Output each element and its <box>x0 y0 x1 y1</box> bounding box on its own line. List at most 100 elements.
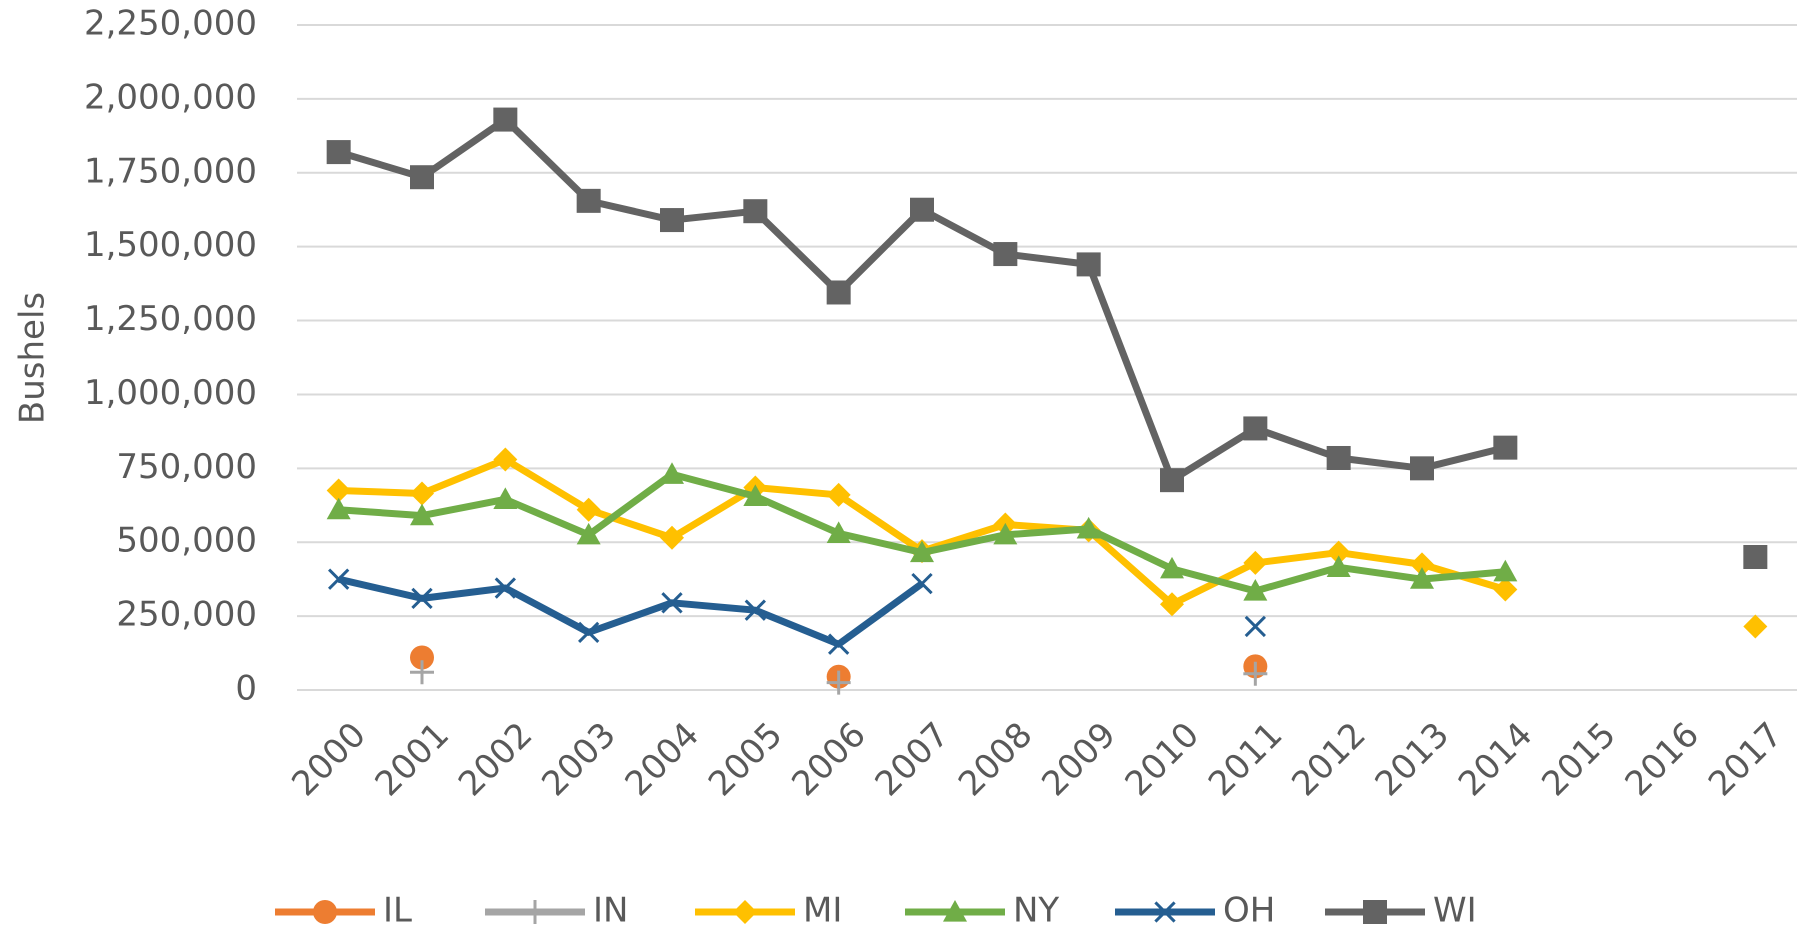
series <box>328 568 1266 655</box>
marker <box>494 577 516 599</box>
marker <box>1243 661 1268 686</box>
x-tick-label: 2002 <box>451 715 540 804</box>
marker <box>1243 550 1268 575</box>
x-tick-label: 2007 <box>868 715 957 804</box>
marker <box>943 900 967 922</box>
y-tick-label: 1,000,000 <box>84 373 257 413</box>
legend-label: IN <box>593 891 628 931</box>
marker <box>1244 615 1266 638</box>
marker <box>410 645 434 670</box>
marker <box>410 660 434 685</box>
y-tick-label: 500,000 <box>116 521 257 561</box>
x-tick-label: 2011 <box>1201 715 1290 804</box>
marker <box>993 522 1018 545</box>
marker <box>826 482 851 507</box>
marker <box>1243 416 1268 441</box>
marker <box>1493 559 1518 582</box>
x-tick-label: 2001 <box>368 715 457 804</box>
x-tick-label: 2013 <box>1368 715 1457 804</box>
marker <box>410 165 434 190</box>
y-tick-label: 0 <box>235 669 257 709</box>
marker <box>1326 540 1351 565</box>
marker <box>911 572 933 595</box>
marker <box>743 199 768 224</box>
marker <box>1154 901 1176 923</box>
marker <box>660 462 684 484</box>
marker <box>1076 516 1101 539</box>
marker <box>1493 577 1518 602</box>
legend-label: IL <box>383 891 412 931</box>
legend-label: WI <box>1433 891 1477 931</box>
marker <box>410 503 434 526</box>
marker <box>660 525 684 550</box>
marker <box>576 522 601 545</box>
y-tick-label: 2,250,000 <box>84 4 257 44</box>
marker <box>576 188 601 213</box>
marker <box>743 484 768 507</box>
marker <box>826 280 851 305</box>
marker <box>826 670 851 695</box>
y-tick-label: 1,250,000 <box>84 299 257 339</box>
x-tick-label: 2004 <box>618 715 707 804</box>
x-tick-label: 2008 <box>951 715 1040 804</box>
marker <box>910 197 934 222</box>
marker <box>661 592 683 614</box>
x-tick-label: 2017 <box>1701 715 1790 804</box>
marker <box>410 481 434 506</box>
marker <box>1363 900 1387 924</box>
marker <box>1160 592 1184 617</box>
x-tick-label: 2012 <box>1284 715 1373 804</box>
marker <box>1743 545 1768 569</box>
marker <box>313 900 337 924</box>
marker <box>328 568 350 590</box>
marker <box>411 587 433 610</box>
marker <box>1160 468 1184 493</box>
series-line <box>339 120 1756 557</box>
y-tick-label: 1,750,000 <box>84 151 257 191</box>
marker <box>1326 555 1351 577</box>
marker <box>826 521 851 543</box>
marker <box>1243 578 1268 601</box>
marker <box>523 900 547 924</box>
marker <box>660 208 684 233</box>
marker <box>1493 435 1518 460</box>
x-tick-label: 2009 <box>1034 715 1123 804</box>
marker <box>1410 456 1434 481</box>
marker <box>578 621 600 644</box>
marker <box>1076 252 1101 277</box>
y-tick-label: 250,000 <box>116 595 257 635</box>
marker <box>910 540 934 563</box>
x-tick-label: 2016 <box>1618 715 1707 804</box>
series <box>326 107 1768 569</box>
series <box>410 660 1268 695</box>
marker <box>493 487 518 509</box>
marker <box>1410 552 1434 577</box>
marker <box>1160 556 1184 579</box>
legend-label: OH <box>1223 891 1275 931</box>
marker <box>993 242 1018 267</box>
marker <box>1743 614 1768 639</box>
x-tick-label: 2006 <box>784 715 873 804</box>
series-line <box>339 579 1256 644</box>
marker <box>326 497 351 520</box>
x-tick-label: 2014 <box>1451 715 1540 804</box>
marker <box>493 107 518 132</box>
marker <box>576 497 601 522</box>
marker <box>326 140 351 165</box>
x-tick-label: 2010 <box>1118 715 1207 804</box>
legend-label: MI <box>803 891 842 931</box>
marker <box>326 478 351 503</box>
marker <box>493 447 518 472</box>
series <box>326 462 1518 601</box>
marker <box>744 599 766 621</box>
marker <box>733 900 757 924</box>
x-tick-label: 2005 <box>701 715 790 804</box>
legend-label: NY <box>1013 891 1059 931</box>
marker <box>1410 567 1434 589</box>
y-tick-label: 2,000,000 <box>84 77 257 117</box>
x-tick-label: 2000 <box>284 715 373 804</box>
x-tick-label: 2003 <box>534 715 623 804</box>
y-tick-label: 1,500,000 <box>84 225 257 265</box>
marker <box>1326 445 1351 470</box>
